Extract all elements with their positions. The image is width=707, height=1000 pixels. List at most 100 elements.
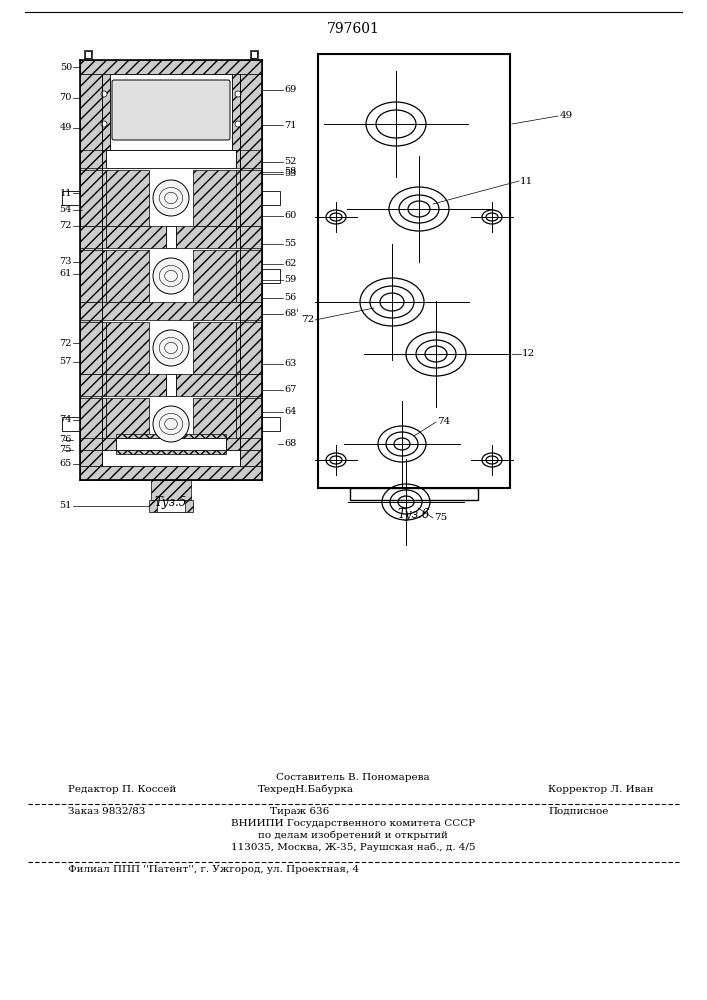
Polygon shape [80, 438, 102, 450]
Polygon shape [80, 466, 262, 480]
Polygon shape [80, 398, 102, 450]
Polygon shape [240, 250, 262, 302]
Text: 49: 49 [560, 111, 573, 120]
Polygon shape [236, 170, 240, 226]
Polygon shape [236, 398, 240, 450]
Polygon shape [106, 374, 166, 396]
Polygon shape [240, 74, 262, 480]
Polygon shape [240, 398, 262, 450]
Text: Подписное: Подписное [548, 807, 609, 816]
Text: ТехредН.Бабурка: ТехредН.Бабурка [258, 784, 354, 794]
Text: 68': 68' [284, 310, 299, 318]
Text: 68: 68 [284, 440, 296, 448]
Polygon shape [102, 250, 106, 302]
Text: 72: 72 [59, 222, 72, 231]
Circle shape [101, 121, 107, 127]
FancyBboxPatch shape [62, 191, 80, 205]
Text: 75: 75 [434, 514, 448, 522]
Text: Τуз.6: Τуз.6 [398, 508, 430, 521]
Text: 75: 75 [59, 446, 72, 454]
Text: 73: 73 [59, 257, 72, 266]
Polygon shape [102, 322, 106, 374]
Polygon shape [157, 500, 185, 512]
FancyBboxPatch shape [62, 417, 80, 431]
Text: 54: 54 [59, 206, 72, 215]
Circle shape [101, 91, 107, 97]
Bar [350, 488, 478, 500]
Polygon shape [176, 374, 236, 396]
Text: 63: 63 [284, 360, 296, 368]
Text: 72: 72 [300, 316, 314, 324]
Polygon shape [236, 250, 240, 302]
Text: 76: 76 [59, 436, 72, 444]
Text: 67: 67 [284, 385, 296, 394]
Circle shape [153, 330, 189, 366]
Circle shape [235, 121, 241, 127]
Polygon shape [102, 398, 106, 450]
Polygon shape [226, 438, 240, 450]
Polygon shape [193, 250, 236, 302]
Polygon shape [80, 60, 262, 74]
Polygon shape [106, 250, 149, 302]
Text: 52: 52 [284, 157, 296, 166]
Polygon shape [232, 74, 240, 150]
FancyBboxPatch shape [112, 80, 230, 140]
Text: 72: 72 [59, 338, 72, 348]
Text: 71: 71 [284, 120, 296, 129]
Polygon shape [240, 170, 262, 226]
Text: 51: 51 [59, 502, 72, 510]
Polygon shape [85, 51, 91, 58]
Polygon shape [116, 434, 226, 454]
Text: Тираж 636: Тираж 636 [270, 807, 329, 816]
Polygon shape [80, 226, 102, 248]
Text: 69: 69 [284, 86, 296, 95]
Polygon shape [240, 438, 262, 450]
Polygon shape [80, 322, 102, 374]
Text: 49: 49 [59, 123, 72, 132]
Text: 11: 11 [59, 188, 72, 198]
Text: 64: 64 [284, 408, 296, 416]
Polygon shape [236, 322, 240, 374]
Circle shape [153, 180, 189, 216]
Polygon shape [102, 150, 106, 168]
Text: 58: 58 [284, 167, 296, 176]
Text: 70: 70 [59, 94, 72, 103]
Polygon shape [106, 150, 236, 168]
Polygon shape [80, 302, 102, 320]
Text: 53: 53 [284, 169, 296, 178]
Text: 74: 74 [59, 416, 72, 424]
Polygon shape [176, 226, 236, 248]
Polygon shape [106, 322, 149, 374]
Text: 61: 61 [59, 269, 72, 278]
Polygon shape [193, 170, 236, 226]
Polygon shape [80, 74, 102, 480]
Polygon shape [102, 438, 116, 450]
Polygon shape [193, 322, 236, 374]
Polygon shape [166, 374, 176, 396]
Polygon shape [106, 170, 149, 226]
Polygon shape [80, 250, 102, 302]
Text: 57: 57 [59, 358, 72, 366]
Polygon shape [240, 226, 262, 248]
Circle shape [235, 91, 241, 97]
Polygon shape [102, 226, 106, 248]
Bar [318, 54, 510, 488]
Polygon shape [102, 74, 110, 150]
Text: Заказ 9832/83: Заказ 9832/83 [68, 807, 146, 816]
Text: 113035, Москва, Ж-35, Раушская наб., д. 4/5: 113035, Москва, Ж-35, Раушская наб., д. … [230, 842, 475, 852]
Polygon shape [80, 466, 262, 480]
Polygon shape [84, 50, 92, 60]
Text: 797601: 797601 [327, 22, 380, 36]
Circle shape [153, 258, 189, 294]
Polygon shape [80, 374, 102, 396]
Polygon shape [102, 170, 106, 226]
Polygon shape [102, 374, 106, 396]
Text: 74: 74 [437, 418, 450, 426]
Polygon shape [236, 150, 240, 168]
Text: Корректор Л. Иван: Корректор Л. Иван [548, 785, 653, 794]
Polygon shape [250, 50, 258, 60]
Text: 59: 59 [284, 275, 296, 284]
Text: 11: 11 [520, 176, 533, 186]
Polygon shape [110, 74, 232, 150]
Text: ВНИИПИ Государственного комитета СССР: ВНИИПИ Государственного комитета СССР [231, 819, 475, 828]
